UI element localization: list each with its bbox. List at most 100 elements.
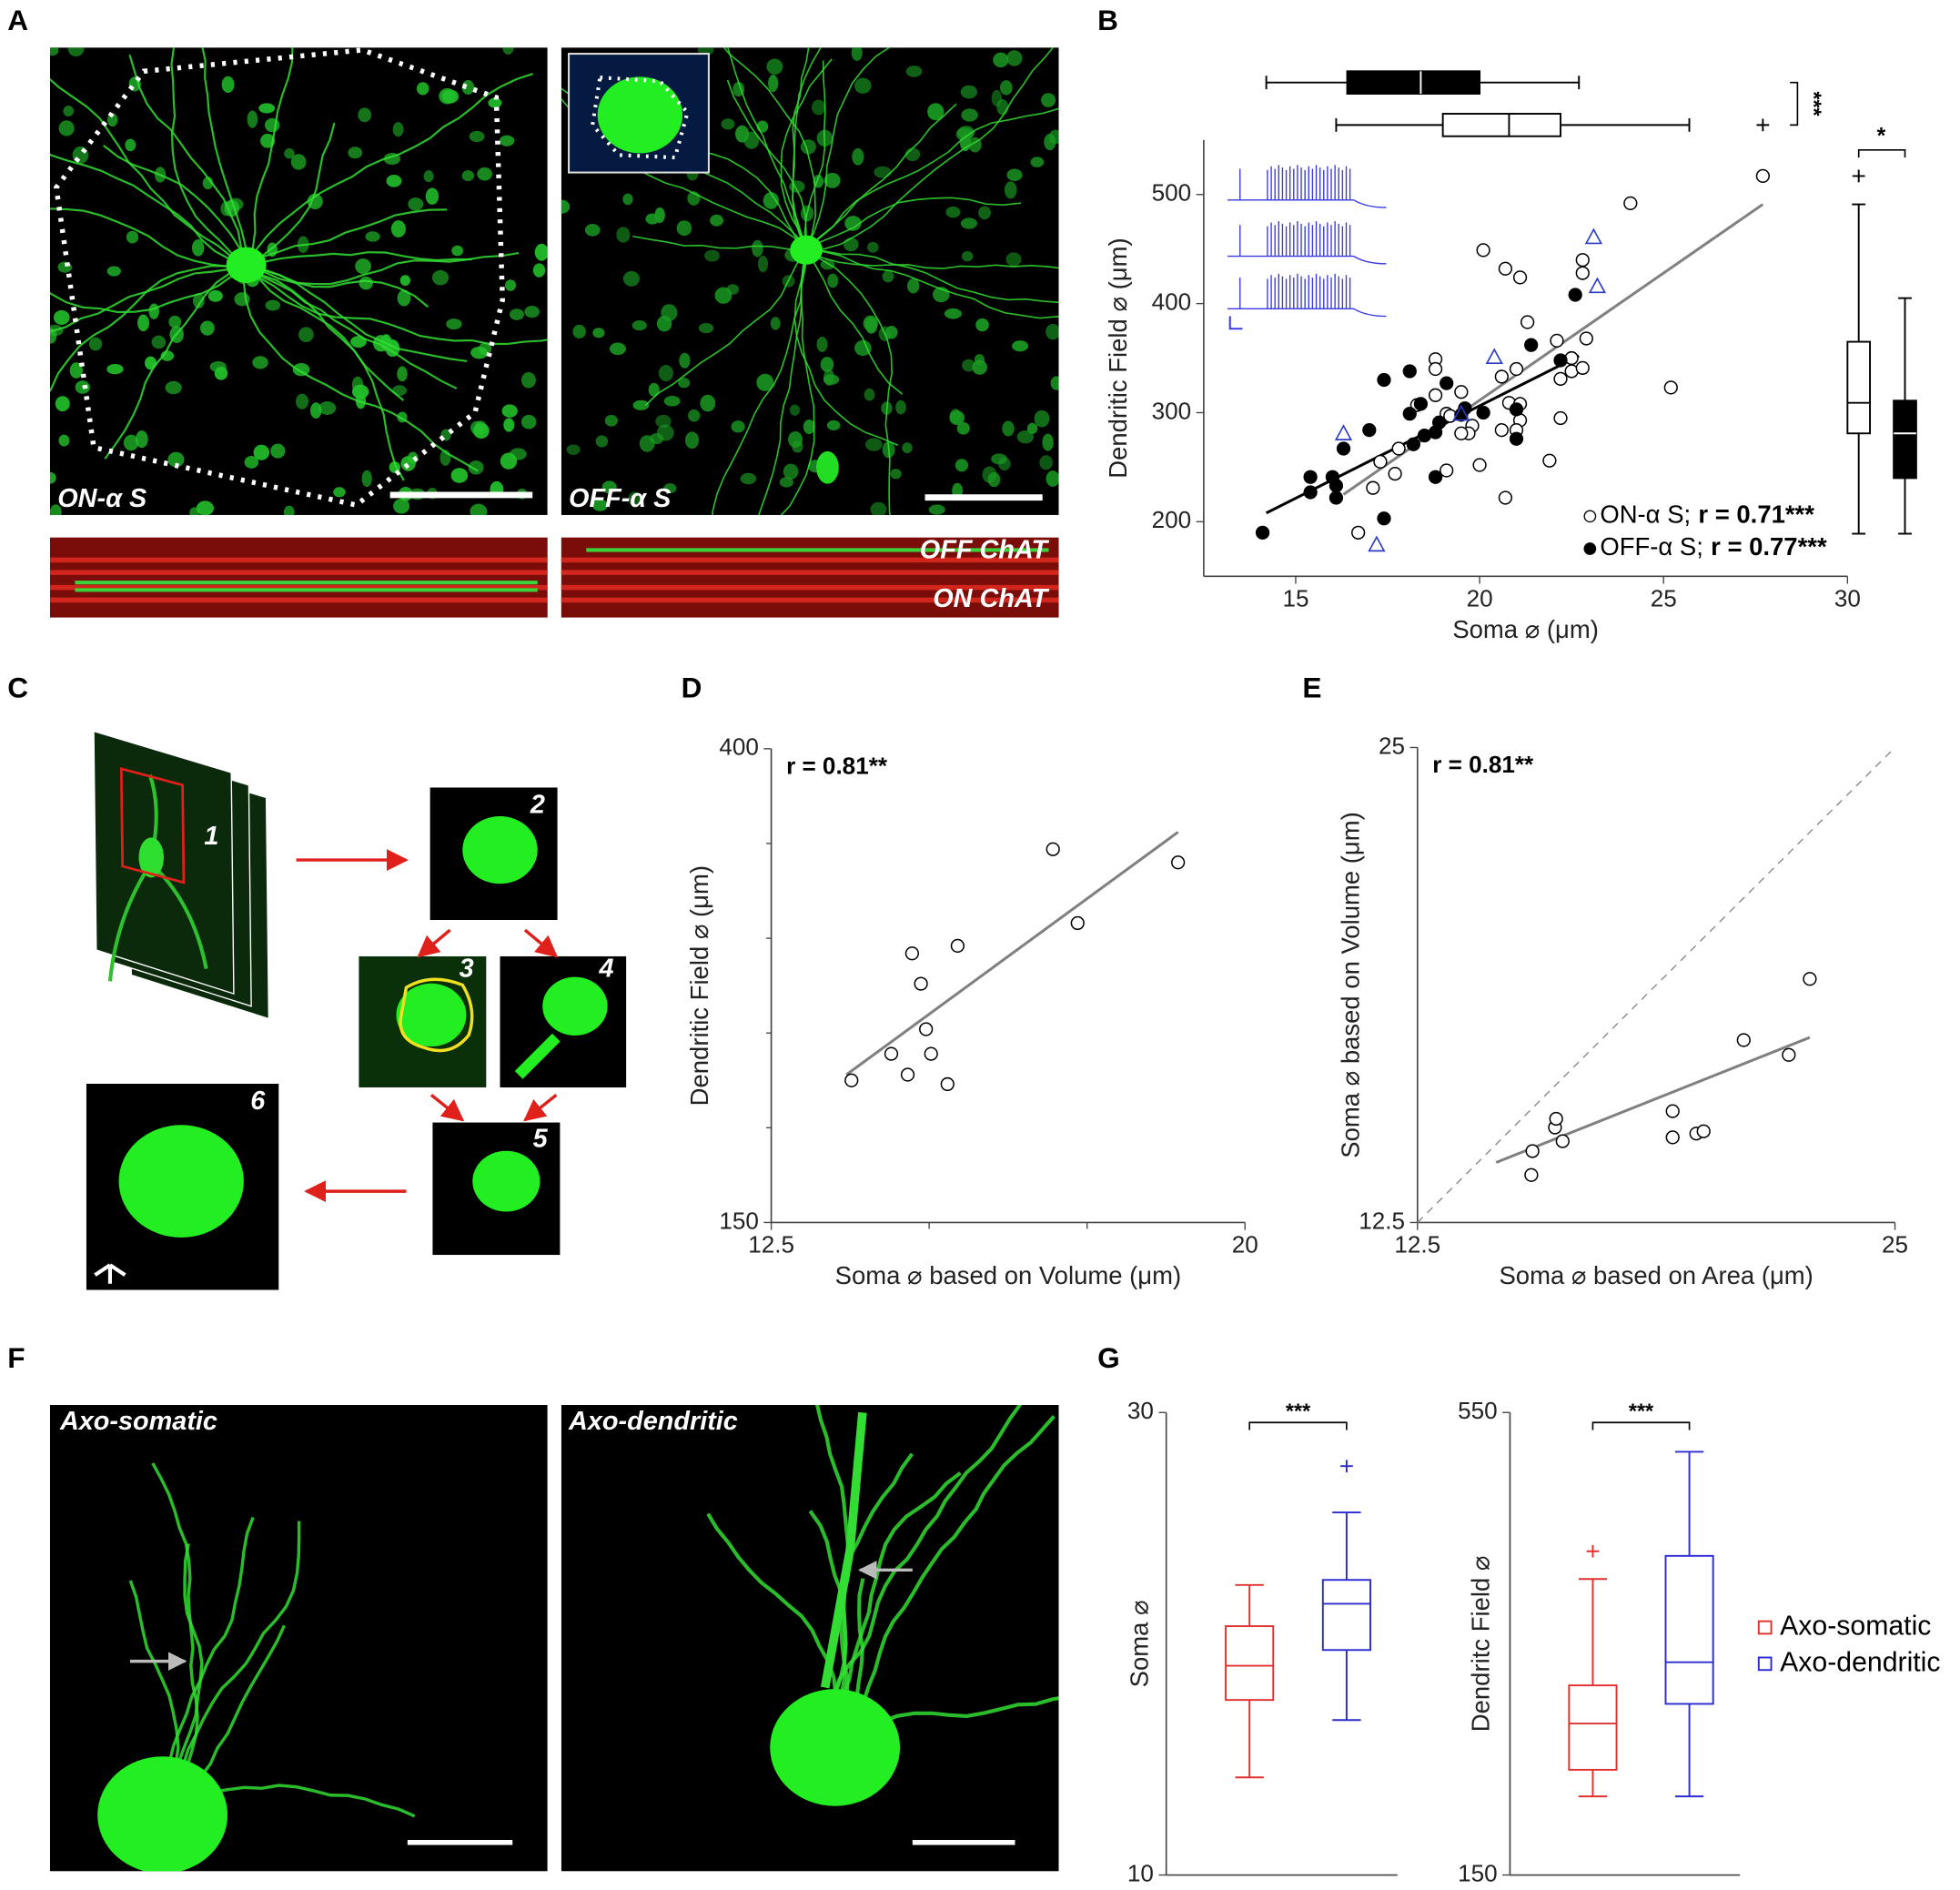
cell-dot [168, 315, 182, 328]
cell-dot [392, 122, 404, 137]
axes-icon [94, 1263, 126, 1284]
cell-dot [408, 197, 424, 211]
y-axis-label: Soma ⌀ [1125, 1600, 1153, 1687]
y-tick-label: 10 [1127, 1859, 1154, 1886]
cell-dot [721, 118, 735, 130]
cell-dot [874, 166, 892, 178]
cell-dot [632, 399, 650, 410]
point [1454, 385, 1469, 399]
cell-dot [192, 238, 205, 257]
cell-dot [870, 501, 887, 515]
point [1575, 360, 1590, 375]
cell-dot [196, 500, 214, 515]
cell-dot [826, 419, 841, 430]
point [1351, 525, 1366, 540]
cell-dot [592, 499, 608, 511]
cell-dot [863, 315, 878, 331]
soma [770, 1689, 901, 1806]
cell-dot [890, 469, 902, 480]
outlier [1586, 1544, 1600, 1558]
dendrite [805, 47, 891, 251]
point [914, 976, 928, 991]
cell-dot [1006, 168, 1023, 182]
cell-dot [663, 395, 681, 407]
cell-dot [520, 371, 536, 389]
point [1782, 1047, 1796, 1062]
cell-dot [461, 170, 475, 182]
cell-dot [49, 471, 56, 484]
cell-dot [945, 206, 961, 218]
cell-dot [244, 455, 259, 469]
cell-dot [333, 487, 346, 498]
contour [399, 977, 474, 1053]
point [1440, 463, 1454, 478]
cell-dot [283, 505, 295, 515]
point [1555, 1134, 1570, 1148]
cell-dot [270, 443, 286, 459]
box [1441, 113, 1561, 137]
image-labels: ON-α S OFF-α S OFF ChAT ON ChAT Axo-somatic A… [57, 484, 1049, 1436]
dendrite [726, 47, 807, 250]
x-tick-label: 20 [1232, 1230, 1258, 1258]
cell-dot [788, 431, 803, 448]
cell-dot [309, 402, 322, 419]
cell-dot [592, 328, 605, 339]
cell-dot [1042, 433, 1054, 451]
dendrite [644, 249, 807, 406]
cell-dot [779, 477, 793, 488]
dendrite [49, 207, 247, 268]
dendrite [128, 54, 248, 266]
point [1509, 361, 1524, 377]
point [1046, 842, 1060, 856]
point [884, 1046, 899, 1061]
cell-dot [151, 335, 167, 349]
cell-dot [137, 314, 149, 332]
annotation: r = 0.81** [1432, 751, 1534, 778]
cell-dot [928, 504, 945, 515]
dendrite [820, 1411, 867, 1689]
cell-dot [960, 217, 978, 229]
x-tick-label: 12.5 [748, 1230, 794, 1258]
point [1498, 261, 1513, 276]
dendrite [829, 1405, 1022, 1748]
cell-dot [663, 483, 677, 494]
cell-dot [661, 304, 678, 322]
cell-dot [905, 66, 923, 77]
cell-dot [854, 77, 872, 94]
dendrite [245, 73, 533, 266]
x-tick-label: 20 [1467, 584, 1493, 611]
image-label: ON ChAT [933, 584, 1049, 613]
cell-dot [616, 227, 631, 243]
point [1803, 972, 1817, 986]
cell-dot [49, 47, 59, 56]
cell-dot [477, 167, 492, 181]
legend-marker [1757, 1620, 1773, 1635]
legend-entry: Axo-dendritic [1780, 1647, 1940, 1677]
cell-dot [425, 187, 439, 205]
cell-dot [298, 327, 314, 343]
cell-dot [292, 363, 310, 377]
cell-dot [561, 199, 571, 214]
cell-dot [955, 127, 974, 141]
cell-dot [999, 80, 1013, 96]
point [1512, 270, 1528, 285]
cell-dot [975, 318, 989, 332]
cell-dot [468, 460, 484, 475]
box [1664, 1554, 1714, 1705]
cell-dot [450, 468, 469, 483]
photo [49, 47, 548, 515]
cell-dot [1004, 181, 1017, 199]
cell-dot [864, 438, 883, 451]
cell-dot [1030, 157, 1045, 167]
point [1329, 479, 1344, 493]
dendrite [632, 235, 807, 251]
point [1334, 424, 1353, 440]
cell-dot [731, 420, 745, 433]
dendrite [242, 265, 479, 472]
cell-dot [700, 394, 716, 412]
cell-dot [167, 451, 185, 468]
cell-dot [714, 287, 732, 304]
cell-dot [502, 47, 514, 56]
cell-dot [927, 103, 945, 121]
point [1524, 338, 1539, 352]
